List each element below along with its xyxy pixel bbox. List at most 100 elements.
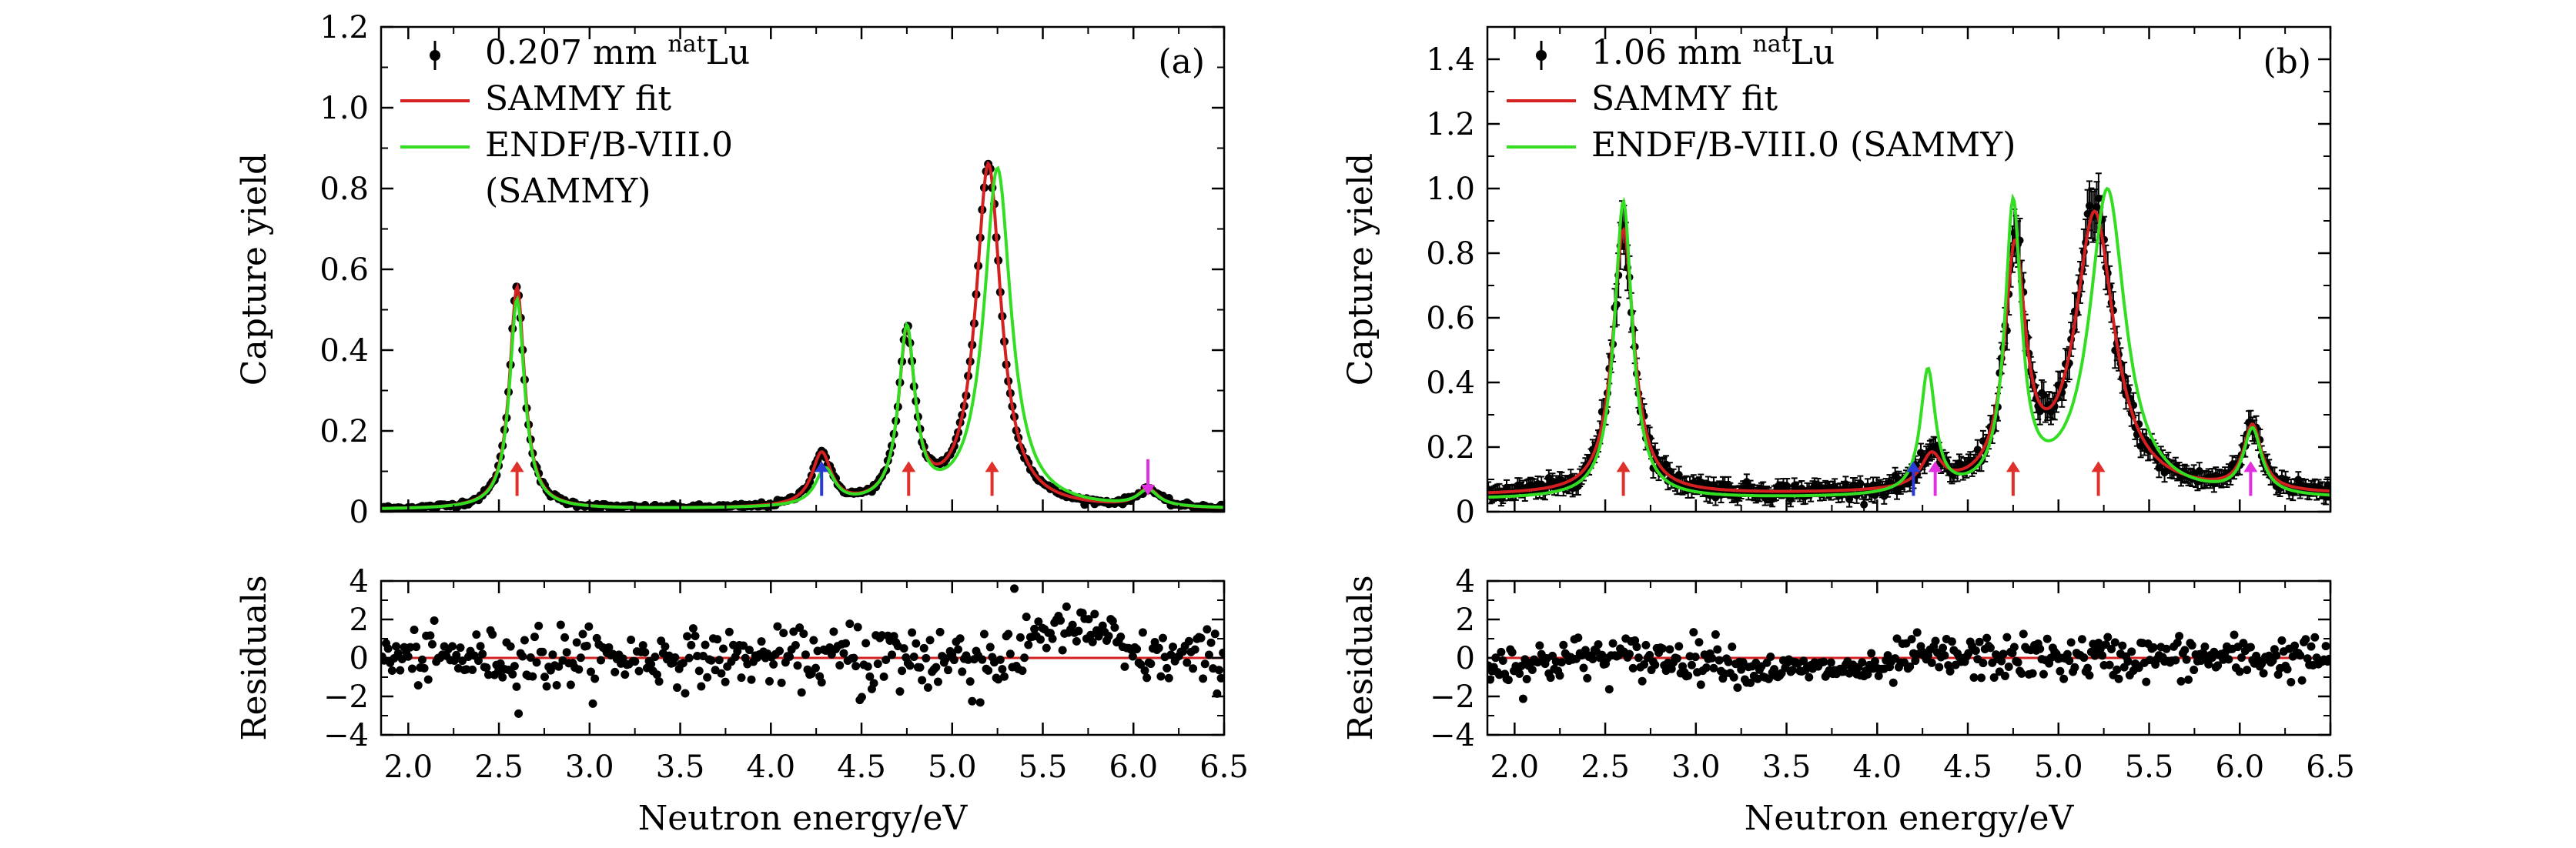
resonance-arrow-head [815, 461, 829, 472]
residual-point [1892, 634, 1902, 643]
residual-point [845, 619, 855, 629]
residual-point [472, 630, 481, 639]
x-tick-label: 6.5 [2306, 750, 2355, 785]
residual-point [1219, 648, 1224, 657]
residual-point [2307, 642, 2316, 651]
top-plot-area [381, 159, 1224, 512]
residual-point [2107, 645, 2116, 654]
residual-point [2065, 656, 2074, 666]
residual-point [998, 665, 1007, 674]
residual-point [1640, 659, 1649, 669]
residual-point [2180, 646, 2190, 655]
residual-point [1163, 663, 1172, 673]
residual-point [739, 641, 748, 650]
top-plot-area [1487, 172, 2330, 512]
residual-point [811, 663, 820, 673]
residual-point [2190, 666, 2199, 675]
residual-point [518, 652, 527, 661]
residual-point [841, 639, 851, 648]
residual-point [483, 670, 493, 679]
residual-point [2056, 666, 2065, 676]
res-y-tick-label: −2 [1430, 679, 1475, 715]
residual-point [498, 673, 507, 682]
residual-point [2297, 676, 2307, 685]
residual-point [2237, 653, 2246, 663]
residual-point [791, 641, 800, 650]
residual-point [476, 642, 485, 651]
residual-point [1042, 643, 1051, 653]
legend-data-marker [430, 50, 440, 61]
residual-point [2272, 651, 2281, 660]
residual-point [596, 656, 605, 665]
residual-point [1940, 651, 1949, 660]
residual-point [392, 642, 401, 651]
residual-point [1979, 659, 1988, 668]
residual-point [925, 636, 935, 645]
residual-point [713, 635, 722, 644]
residual-point [413, 681, 423, 690]
residual-point [574, 665, 584, 674]
residual-point [530, 633, 539, 642]
residual-point [2009, 643, 2019, 652]
x-tick-label: 6.0 [1109, 750, 1158, 785]
residual-point [1667, 664, 1676, 673]
y-tick-label: 0.8 [319, 172, 369, 207]
residual-point [448, 642, 457, 651]
residual-point [975, 698, 985, 707]
panel-a: 0 0.2 0.4 0.6 0.8 1.0 1.2 Capture yield (a) 0.207… [235, 10, 1249, 838]
residual-point [1090, 609, 1099, 619]
residual-point [1788, 666, 1797, 675]
residual-point [979, 629, 989, 639]
legend-sammy-label: SAMMY fit [1591, 79, 1778, 119]
residual-point [984, 666, 993, 675]
residual-point [1746, 678, 1755, 687]
residual-point [905, 661, 915, 670]
residual-point [1108, 616, 1117, 626]
residual-point [809, 636, 818, 645]
residual-point [995, 655, 1005, 664]
residual-point [1986, 643, 1995, 653]
residual-point [1604, 685, 1614, 694]
residual-point [1022, 613, 1031, 622]
residual-point [684, 653, 694, 663]
residual-point [1911, 656, 1920, 666]
residual-point [985, 643, 995, 652]
residual-point [1594, 639, 1603, 649]
residual-point [773, 622, 782, 631]
residual-point [458, 656, 467, 666]
residual-point [1517, 662, 1526, 671]
res-y-tick-label: 4 [350, 564, 369, 599]
res-y-tick-label: −2 [323, 679, 369, 715]
residual-point [634, 666, 644, 676]
residual-point [688, 624, 698, 633]
residual-point [2134, 663, 2143, 673]
residual-point [1672, 654, 1681, 663]
resonance-arrow-head [2006, 461, 2020, 472]
data-point [1662, 460, 1671, 469]
residual-point [2187, 641, 2196, 650]
residual-point [717, 669, 726, 678]
residual-point [478, 649, 487, 659]
residual-point [769, 659, 778, 669]
residual-point [1084, 615, 1093, 624]
residual-point [406, 643, 415, 652]
residual-point [528, 672, 537, 681]
residual-point [681, 689, 690, 698]
resonance-arrow-head [2091, 461, 2106, 472]
residual-point [849, 653, 858, 663]
residual-point [1945, 666, 1955, 676]
residual-point [482, 663, 491, 673]
residual-point [1737, 665, 1746, 674]
residual-point [958, 667, 967, 676]
y-tick-label: 0.4 [319, 333, 369, 369]
residual-point [488, 630, 497, 639]
data-point [1860, 500, 1868, 509]
y-tick-label: 0.6 [319, 252, 369, 288]
residual-point [1086, 630, 1096, 639]
residual-point [1005, 649, 1015, 659]
residual-point [1507, 648, 1517, 657]
endf-curve [381, 165, 1224, 510]
residual-point [678, 659, 687, 668]
residual-point [618, 654, 627, 663]
